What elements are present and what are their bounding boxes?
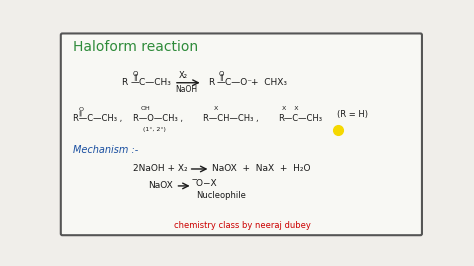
Text: Haloform reaction: Haloform reaction <box>73 40 198 54</box>
Text: Mechanism :-: Mechanism :- <box>73 145 138 155</box>
Text: chemistry class by neeraj dubey: chemistry class by neeraj dubey <box>174 221 311 230</box>
Text: ‖: ‖ <box>133 74 137 81</box>
Text: —C—CH₃: —C—CH₃ <box>130 78 172 87</box>
Text: R—CH—CH₃ ,: R—CH—CH₃ , <box>203 114 259 123</box>
Text: R—O—CH₃ ,: R—O—CH₃ , <box>133 114 183 123</box>
Text: Nucleophile: Nucleophile <box>196 191 246 200</box>
Text: +  CHX₃: + CHX₃ <box>251 78 287 87</box>
Text: —C—O⁻: —C—O⁻ <box>217 78 253 87</box>
Text: X    X: X X <box>283 106 299 111</box>
Text: R—C—CH₃ ,: R—C—CH₃ , <box>73 114 122 123</box>
Text: OH: OH <box>141 106 150 111</box>
Text: (R = H): (R = H) <box>337 110 368 119</box>
Text: O: O <box>79 107 83 112</box>
Text: X: X <box>214 106 219 111</box>
FancyBboxPatch shape <box>61 34 422 235</box>
Text: X₂: X₂ <box>179 71 188 80</box>
Text: NaOH: NaOH <box>175 85 198 94</box>
Text: ̅O−X: ̅O−X <box>196 179 217 188</box>
Text: ‖: ‖ <box>79 111 82 116</box>
Text: ‖: ‖ <box>219 74 222 81</box>
Text: R: R <box>208 78 214 87</box>
Text: R—C—CH₃: R—C—CH₃ <box>278 114 322 123</box>
Text: R: R <box>121 78 128 87</box>
Text: 2NaOH + X₂: 2NaOH + X₂ <box>133 164 188 173</box>
Text: O: O <box>133 70 138 77</box>
Text: NaOX: NaOX <box>148 181 173 190</box>
Text: NaOX  +  NaX  +  H₂O: NaOX + NaX + H₂O <box>212 164 310 173</box>
Text: (1°, 2°): (1°, 2°) <box>143 127 166 132</box>
Text: O: O <box>219 70 224 77</box>
